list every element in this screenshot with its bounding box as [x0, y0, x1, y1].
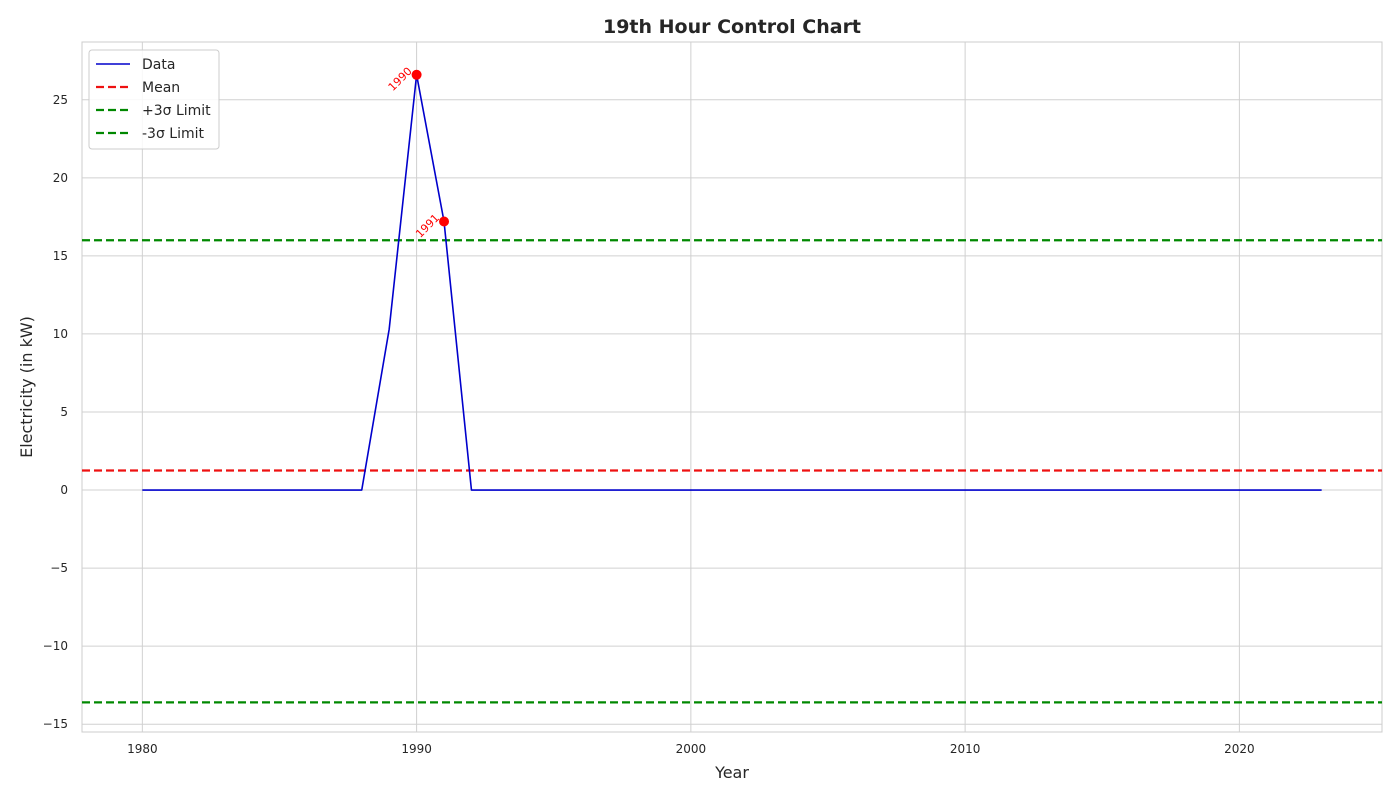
outlier-point [439, 216, 450, 227]
y-tick-label: 25 [53, 93, 68, 107]
legend-item-data-label: Data [142, 57, 175, 73]
y-tick-label: 0 [60, 483, 68, 497]
y-tick-label: 20 [53, 171, 68, 185]
y-tick-label: 5 [60, 405, 68, 419]
y-tick-label: −10 [43, 639, 68, 653]
chart-title: 19th Hour Control Chart [603, 16, 861, 38]
x-tick-label: 1980 [127, 742, 158, 756]
y-tick-label: −15 [43, 717, 68, 731]
legend-item-mean-label: Mean [142, 80, 180, 96]
x-tick-label: 2010 [950, 742, 981, 756]
x-tick-label: 2000 [676, 742, 707, 756]
y-axis-label: Electricity (in kW) [17, 316, 36, 458]
legend-item-lower-limit-label: -3σ Limit [142, 126, 204, 142]
y-tick-label: −5 [50, 561, 68, 575]
y-tick-label: 10 [53, 327, 68, 341]
legend-item-upper-limit-label: +3σ Limit [142, 103, 211, 119]
data-series-line [142, 73, 1322, 491]
grid [82, 42, 1382, 732]
outlier-point [411, 69, 422, 80]
legend: Data Mean +3σ Limit -3σ Limit [88, 49, 220, 150]
y-axis-ticks: −15 −10 −5 0 5 10 15 20 25 [43, 93, 68, 731]
y-tick-label: 15 [53, 249, 68, 263]
x-axis-ticks: 1980 1990 2000 2010 2020 [127, 742, 1255, 756]
plot-area [81, 41, 1383, 733]
x-tick-label: 1990 [401, 742, 432, 756]
legend-box [88, 49, 220, 150]
series-layer [142, 73, 1322, 491]
x-tick-label: 2020 [1224, 742, 1255, 756]
x-axis-label: Year [714, 763, 749, 782]
reference-lines [82, 239, 1382, 704]
